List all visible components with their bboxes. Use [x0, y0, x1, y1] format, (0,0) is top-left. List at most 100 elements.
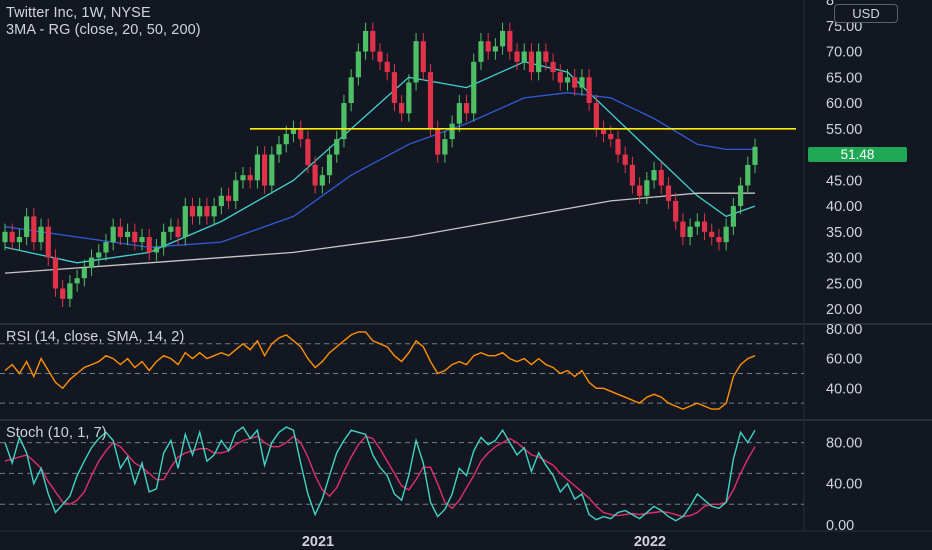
candle-body [622, 154, 628, 165]
candle-body [60, 288, 66, 299]
candle-body [730, 206, 736, 227]
price-tick-label: 70.00 [826, 45, 862, 61]
candle-body [204, 206, 210, 217]
candle-body [701, 221, 708, 232]
last-price-tag: 51.48 [808, 147, 907, 162]
candle-body [406, 82, 412, 114]
ma200-line [4, 192, 755, 274]
candle-body [492, 46, 498, 52]
candle-body [384, 61, 390, 73]
candle-body [543, 51, 549, 62]
candle-body [139, 236, 145, 243]
grid-lines [0, 0, 932, 532]
candle-body [2, 231, 8, 243]
price-tick-label: 55.00 [826, 122, 862, 138]
candle-body [96, 252, 102, 258]
candle-body [132, 231, 138, 243]
price-tick-label: 30.00 [826, 251, 862, 267]
candle-body [485, 41, 491, 52]
candle-body [557, 72, 563, 83]
candle-body [644, 180, 650, 196]
candle-body [197, 206, 203, 217]
candle-body [572, 77, 578, 88]
price-tick-label: 25.00 [826, 276, 862, 292]
time-tick-label: 2021 [302, 534, 334, 550]
candle-body [377, 51, 383, 62]
candle-body [615, 139, 621, 155]
candle-body [637, 185, 643, 196]
legend-stoch[interactable]: Stoch (10, 1, 7) [6, 425, 107, 441]
rsi-pane[interactable] [0, 331, 804, 410]
price-tick-label: 40.00 [826, 199, 862, 215]
candle-body [161, 231, 167, 248]
candle-body [189, 206, 196, 217]
candle-body [716, 236, 722, 243]
candle-body [521, 51, 527, 62]
candle-body [463, 103, 470, 114]
candle-body [507, 30, 513, 52]
candle-body [312, 164, 318, 186]
price-tick-label: 20.00 [826, 302, 862, 318]
candle-body [723, 226, 729, 243]
candle-body [600, 128, 607, 134]
candle-body [269, 154, 275, 186]
currency-button[interactable]: USD [834, 4, 898, 23]
candle-body [564, 77, 571, 83]
candle-body [370, 30, 376, 52]
candle-body [283, 133, 289, 145]
candle-body [586, 77, 592, 104]
candle-body [391, 72, 398, 104]
candle-body [233, 180, 239, 201]
candle-body [478, 41, 484, 62]
candle-body [182, 206, 188, 237]
candle-body [694, 221, 700, 227]
candle-body [240, 175, 246, 181]
stoch-tick-label: 80.00 [826, 436, 862, 452]
candle-body [74, 278, 80, 284]
rsi-tick-label: 60.00 [826, 352, 862, 368]
candle-body [31, 216, 37, 243]
legend-rsi[interactable]: RSI (14, close, SMA, 14, 2) [6, 329, 185, 345]
candle-body [456, 103, 462, 124]
candle-body [399, 103, 405, 114]
candle-body [298, 128, 304, 140]
stoch-pane[interactable] [0, 426, 804, 522]
price-pane[interactable] [2, 22, 796, 308]
price-tick-label: 35.00 [826, 225, 862, 241]
candle-body [536, 51, 542, 73]
stoch-tick-label: 0.00 [826, 518, 854, 534]
candle-body [153, 247, 160, 253]
candle-body [262, 154, 268, 186]
candle-body [319, 175, 325, 186]
candle-body [608, 133, 614, 140]
candle-body [413, 41, 419, 83]
candle-body [680, 221, 686, 237]
candle-body [52, 257, 59, 289]
candle-body [442, 139, 448, 155]
candle-body [24, 216, 30, 237]
legend-symbol-title[interactable]: Twitter Inc, 1W, NYSE [6, 5, 151, 21]
candle-body [449, 123, 455, 140]
candle-body [499, 30, 506, 47]
candle-body [658, 170, 664, 186]
candle-body [334, 139, 340, 155]
price-tick-label: 8 [826, 0, 834, 9]
candle-body [752, 146, 758, 165]
candle-body [45, 226, 51, 258]
candle-body [709, 231, 715, 237]
price-tick-label: 65.00 [826, 70, 862, 86]
candle-body [81, 267, 87, 279]
candle-body [579, 77, 585, 88]
candle-body [16, 236, 23, 243]
price-tick-label: 45.00 [826, 173, 862, 189]
candle-body [427, 72, 434, 129]
stoch-tick-label: 40.00 [826, 477, 862, 493]
candle-body [362, 30, 369, 52]
candle-body [211, 206, 217, 217]
candle-body [124, 231, 131, 237]
price-tick-label: 60.00 [826, 96, 862, 112]
legend-moving-averages[interactable]: 3MA - RG (close, 20, 50, 200) [6, 22, 201, 38]
time-tick-label: 2022 [634, 534, 666, 550]
candle-body [276, 144, 282, 155]
